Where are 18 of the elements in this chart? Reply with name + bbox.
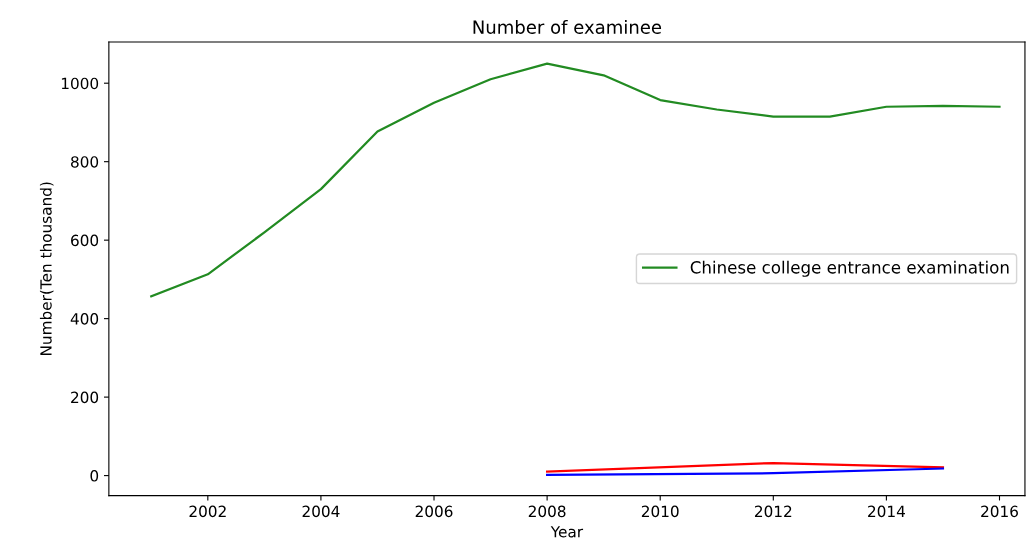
x-tick-label: 2004	[302, 505, 340, 518]
y-tick-label: 0	[90, 470, 99, 482]
y-axis-title: Number(Ten thousand)	[39, 182, 54, 355]
legend-label: Chinese college entrance examination	[690, 260, 1009, 277]
x-tick-label: 2016	[981, 505, 1018, 518]
x-tick-label: 2012	[754, 505, 792, 518]
x-tick-label: 2002	[189, 505, 226, 518]
y-tick-label: 800	[71, 156, 99, 168]
x-axis-title: Year	[550, 526, 584, 538]
x-tick-label: 2014	[868, 505, 905, 518]
y-tick-label: 1000	[61, 77, 99, 90]
y-tick-label: 200	[71, 391, 99, 404]
y-tick-label: 400	[70, 313, 99, 325]
chart-title: Number of examinee	[473, 19, 662, 34]
x-tick-label: 2010	[641, 505, 679, 518]
x-tick-label: 2006	[415, 505, 453, 518]
x-tick-label: 2008	[528, 505, 566, 518]
y-tick-label: 600	[71, 234, 99, 247]
